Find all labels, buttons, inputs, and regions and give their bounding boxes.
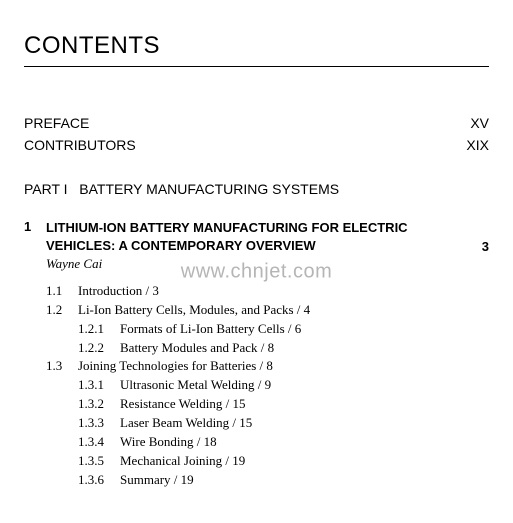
toc-num: 1.3.2 xyxy=(78,395,120,414)
toc-entry: 1.2.2 Battery Modules and Pack / 8 xyxy=(46,339,489,358)
toc-text: Wire Bonding / 18 xyxy=(120,433,217,452)
chapter-author: Wayne Cai xyxy=(46,256,489,272)
part-title: PART I BATTERY MANUFACTURING SYSTEMS xyxy=(24,181,489,197)
toc-num: 1.3.1 xyxy=(78,376,120,395)
toc-entry: 1.1 Introduction / 3 xyxy=(46,282,489,301)
part-name: BATTERY MANUFACTURING SYSTEMS xyxy=(79,181,339,197)
front-row-contributors: CONTRIBUTORS XIX xyxy=(24,137,489,153)
front-page: XV xyxy=(470,115,489,131)
front-matter: PREFACE XV CONTRIBUTORS XIX xyxy=(24,115,489,153)
toc-text: Formats of Li-Ion Battery Cells / 6 xyxy=(120,320,301,339)
toc-entry: 1.2 Li-Ion Battery Cells, Modules, and P… xyxy=(46,301,489,320)
chapter-heading: 1 LITHIUM-ION BATTERY MANUFACTURING FOR … xyxy=(24,219,489,254)
front-page: XIX xyxy=(466,137,489,153)
toc-text: Joining Technologies for Batteries / 8 xyxy=(78,357,273,376)
chapter-title-line1: LITHIUM-ION BATTERY MANUFACTURING FOR EL… xyxy=(46,220,408,235)
toc-entry: 1.3.3 Laser Beam Welding / 15 xyxy=(46,414,489,433)
toc-entry: 1.3.2 Resistance Welding / 15 xyxy=(46,395,489,414)
toc-text: Laser Beam Welding / 15 xyxy=(120,414,252,433)
toc-entry: 1.2.1 Formats of Li-Ion Battery Cells / … xyxy=(46,320,489,339)
toc-num: 1.3.3 xyxy=(78,414,120,433)
chapter-number: 1 xyxy=(24,219,46,254)
toc-entry: 1.3.6 Summary / 19 xyxy=(46,471,489,490)
toc-entry: 1.3 Joining Technologies for Batteries /… xyxy=(46,357,489,376)
toc-text: Ultrasonic Metal Welding / 9 xyxy=(120,376,271,395)
toc-num: 1.2.1 xyxy=(78,320,120,339)
toc-text: Introduction / 3 xyxy=(78,282,159,301)
toc-num: 1.3.4 xyxy=(78,433,120,452)
chapter-page: 3 xyxy=(469,239,489,254)
toc-text: Summary / 19 xyxy=(120,471,194,490)
toc-num: 1.1 xyxy=(46,282,78,301)
toc-entry: 1.3.4 Wire Bonding / 18 xyxy=(46,433,489,452)
toc-list: 1.1 Introduction / 3 1.2 Li-Ion Battery … xyxy=(46,282,489,489)
toc-num: 1.3.5 xyxy=(78,452,120,471)
front-row-preface: PREFACE XV xyxy=(24,115,489,131)
front-label: PREFACE xyxy=(24,115,89,131)
toc-num: 1.3 xyxy=(46,357,78,376)
toc-text: Resistance Welding / 15 xyxy=(120,395,245,414)
part-label: PART I xyxy=(24,181,68,197)
chapter-title-line2: VEHICLES: A CONTEMPORARY OVERVIEW xyxy=(46,238,316,253)
front-label: CONTRIBUTORS xyxy=(24,137,136,153)
toc-num: 1.2 xyxy=(46,301,78,320)
toc-num: 1.2.2 xyxy=(78,339,120,358)
toc-num: 1.3.6 xyxy=(78,471,120,490)
chapter-title: LITHIUM-ION BATTERY MANUFACTURING FOR EL… xyxy=(46,219,469,254)
toc-text: Li-Ion Battery Cells, Modules, and Packs… xyxy=(78,301,310,320)
title-rule xyxy=(24,66,489,67)
toc-entry: 1.3.1 Ultrasonic Metal Welding / 9 xyxy=(46,376,489,395)
toc-entry: 1.3.5 Mechanical Joining / 19 xyxy=(46,452,489,471)
toc-text: Battery Modules and Pack / 8 xyxy=(120,339,274,358)
page-title: CONTENTS xyxy=(24,32,489,60)
toc-text: Mechanical Joining / 19 xyxy=(120,452,245,471)
